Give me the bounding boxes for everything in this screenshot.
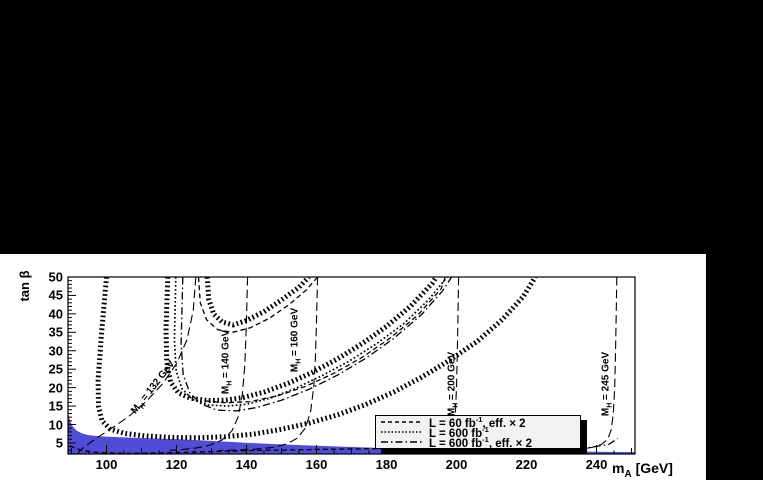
x-tick-label: 220 <box>515 457 538 472</box>
mass-contour-label: MH = 200 GeV <box>446 351 460 417</box>
contour-dashed-60x2-diagonal <box>204 277 446 404</box>
legend-text-pre: L = 600 fb <box>429 427 483 440</box>
x-tick-label: 200 <box>445 457 468 472</box>
y-tick-label: 10 <box>48 417 63 432</box>
legend-entry: L = 600 fb-1, eff. × 2 <box>380 435 576 450</box>
x-title-pre: m <box>612 460 625 476</box>
x-tick-label: 180 <box>375 457 398 472</box>
y-tick-label: 45 <box>48 287 63 303</box>
legend-text-sup: -1 <box>482 435 489 445</box>
y-tick-label: 35 <box>48 324 63 340</box>
x-axis-title: mA [GeV] <box>612 460 673 480</box>
legend-text-post: , eff. × 2 <box>482 417 526 430</box>
contour-dashdot-600x2 <box>180 277 453 412</box>
x-title-post: [GeV] <box>631 460 673 476</box>
y-tick-label: 25 <box>48 361 63 377</box>
y-tick-label: 5 <box>55 435 63 451</box>
legend-text-sup: -1 <box>475 415 483 425</box>
dashed-line-icon <box>381 421 423 423</box>
mass-contour-140 <box>169 277 249 451</box>
mass-contour-label: MH = 140 GeV <box>220 329 234 394</box>
legend-entry: L = 600 fb-1 <box>380 425 576 440</box>
legend-text-sup: -1 <box>482 425 489 435</box>
dotted-line-icon <box>381 431 423 433</box>
contour-dashed-low <box>69 438 583 454</box>
contour-dashed-60x2-upper <box>197 277 319 333</box>
y-tick-label: 40 <box>48 306 63 322</box>
mass-contour-132 <box>77 277 197 454</box>
x-tick-label: 100 <box>95 457 118 472</box>
y-tick-label: 20 <box>48 380 63 396</box>
legend-text-pre: L = 60 fb <box>429 417 476 430</box>
y-tick-label: 50 <box>48 269 63 285</box>
mass-contour-label: MH = 245 GeV <box>600 351 614 417</box>
dashdot-line-icon <box>381 441 423 443</box>
legend-entry: L = 60 fb-1, eff. × 2 <box>380 415 576 430</box>
legend-box: L = 60 fb-1, eff. × 2 L = 600 fb-1 L = 6… <box>375 415 581 450</box>
x-tick-label: 160 <box>305 457 328 472</box>
contour-lines <box>69 277 618 454</box>
x-tick-label: 140 <box>235 457 258 472</box>
legend-entry-label: L = 600 fb-1 <box>429 425 489 440</box>
mass-contour-label: MH = 160 GeV <box>289 307 302 372</box>
x-tick-label: 240 <box>585 457 608 472</box>
legend-text-pre: L = 600 fb <box>429 437 483 450</box>
y-tick-label: 30 <box>48 343 63 359</box>
excluded-region <box>68 412 635 454</box>
legend-entry-label: L = 60 fb-1, eff. × 2 <box>429 415 526 430</box>
reach-chart <box>67 276 636 455</box>
x-title-sub: A <box>624 468 632 480</box>
legend-entry-label: L = 600 fb-1, eff. × 2 <box>429 435 532 450</box>
legend-text-post: , eff. × 2 <box>488 437 532 450</box>
reach-contour-outer <box>95 277 538 441</box>
x-tick-label: 120 <box>165 457 188 472</box>
y-axis-title: tan β <box>17 270 32 302</box>
mass-contour-160 <box>218 277 319 452</box>
plot-panel: tan β mA [GeV] L = 60 fb-1, eff. × 2 L =… <box>0 254 706 480</box>
y-tick-label: 15 <box>48 398 63 414</box>
